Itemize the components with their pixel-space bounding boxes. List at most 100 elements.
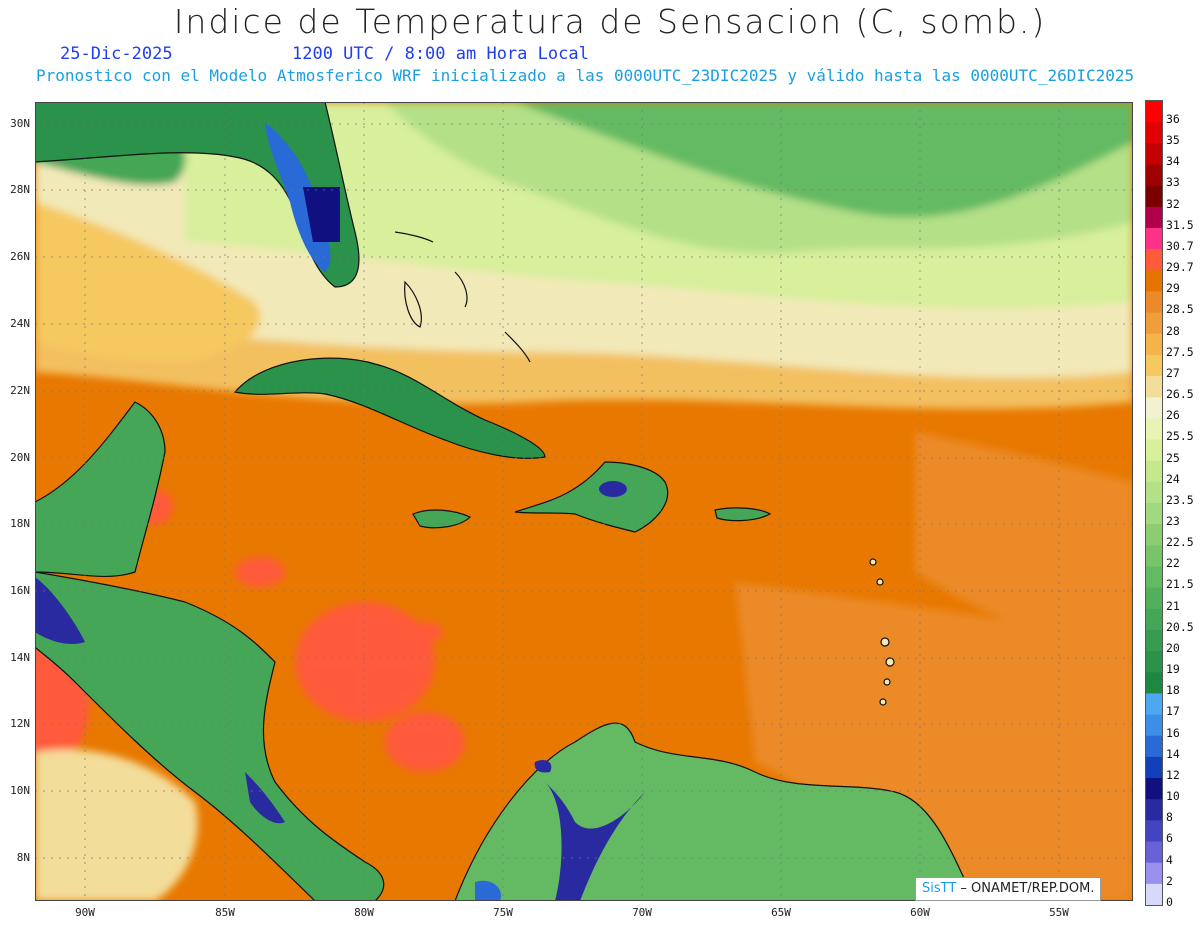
colorbar-swatch [1146,397,1162,419]
lat-label: 18N [10,517,30,530]
colorbar-label: 29 [1166,281,1180,296]
colorbar-swatch [1146,206,1162,229]
colorbar-swatch [1146,566,1162,589]
colorbar-swatch [1146,101,1162,123]
lon-label: 55W [1049,906,1069,919]
colorbar-swatch [1146,481,1162,504]
colorbar-swatch [1146,651,1162,673]
colorbar-swatch [1146,312,1162,335]
colorbar-swatch [1146,164,1162,187]
colorbar-label: 27.5 [1166,344,1194,359]
lat-label: 20N [10,451,30,464]
colorbar-swatch [1146,376,1162,398]
colorbar-swatch [1146,756,1162,779]
land-masses [35,102,976,901]
lat-label: 22N [10,384,30,397]
colorbar-swatch [1146,524,1162,546]
colorbar-swatch [1146,587,1162,610]
colorbar-swatch [1146,862,1162,885]
colorbar-swatch [1146,799,1162,821]
lat-label: 26N [10,250,30,263]
map-title: Indice de Temperatura de Sensacion (C, s… [173,2,1047,41]
colorbar-swatch [1146,185,1162,208]
colorbar-swatch [1146,693,1162,716]
colorbar-swatch [1146,672,1162,694]
lat-label: 24N [10,317,30,330]
jamaica [412,509,472,529]
colorbar-label: 33 [1166,175,1180,190]
colorbar-swatch [1146,820,1162,843]
colorbar-label: 2 [1166,873,1173,888]
colorbar-swatch [1146,122,1162,144]
lon-label: 60W [910,906,930,919]
graticule [35,102,1133,901]
colorbar-label: 26 [1166,408,1180,423]
lon-label: 90W [75,906,95,919]
colorbar-label: 34 [1166,154,1180,169]
lat-label: 12N [10,717,30,730]
colorbar-label: 18 [1166,683,1180,698]
colorbar-label: 8 [1166,810,1173,825]
central-america [35,571,385,901]
hispaniola [514,461,669,533]
colorbar-label: 31.5 [1166,217,1194,232]
colorbar-swatch [1146,883,1162,906]
colorbar-label: 24 [1166,471,1180,486]
colorbar-label: 20.5 [1166,619,1194,634]
colorbar-label: 20 [1166,640,1180,655]
colorbar-label: 25.5 [1166,429,1194,444]
lon-label: 65W [771,906,791,919]
colorbar-label: 22.5 [1166,535,1194,550]
colorbar-label: 35 [1166,133,1180,148]
colorbar-label: 28 [1166,323,1180,338]
model-info: Pronostico con el Modelo Atmosferico WRF… [36,66,1135,85]
lon-label: 85W [215,906,235,919]
colorbar-label: 10 [1166,789,1180,804]
cuba [233,357,546,459]
lon-label: 80W [354,906,374,919]
colorbar-label: 26.5 [1166,387,1194,402]
colorbar-label: 25 [1166,450,1180,465]
sistt-logo: SisTT [922,881,957,896]
colorbar-label: 4 [1166,852,1173,867]
colorbar-swatch [1146,418,1162,441]
colorbar-swatch [1146,227,1162,250]
colorbar-label: 32 [1166,196,1180,211]
lon-label: 70W [632,906,652,919]
colorbar-swatch [1146,545,1162,567]
colorbar-swatch [1146,503,1162,525]
colorbar-label: 30.7 [1166,238,1194,253]
puerto-rico [714,507,772,522]
lon-label: 75W [493,906,513,919]
forecast-time: 1200 UTC / 8:00 am Hora Local [292,44,589,64]
colorbar-label: 19 [1166,662,1180,677]
colorbar-swatch [1146,735,1162,758]
colorbar-swatch [1146,249,1162,271]
lat-label: 8N [16,851,30,864]
lat-label: 14N [10,651,30,664]
lat-label: 30N [10,117,30,130]
colorbar-label: 36 [1166,112,1180,126]
colorbar-label: 21 [1166,598,1180,613]
credit-text: – ONAMET/REP.DOM. [956,881,1095,896]
lat-label: 10N [10,784,30,797]
colorbar-label: 28.5 [1166,302,1194,317]
lat-label: 28N [10,183,30,196]
colorbar-swatch [1146,291,1162,314]
colorbar [1145,100,1163,906]
colorbar-swatch [1146,143,1162,165]
colorbar-label: 29.7 [1166,260,1194,275]
colorbar-swatch [1146,333,1162,356]
colorbar-swatch [1146,460,1162,483]
forecast-date: 25-Dic-2025 [60,44,173,64]
colorbar-label: 12 [1166,767,1180,782]
credit-box: SisTT – ONAMET/REP.DOM. [915,877,1102,901]
colorbar-label: 0 [1166,894,1173,909]
colorbar-label: 14 [1166,746,1180,761]
colorbar-label: 16 [1166,725,1180,740]
yucatan [35,401,166,578]
colorbar-swatch [1146,714,1162,737]
colorbar-label: 23.5 [1166,492,1194,507]
colorbar-swatch [1146,629,1162,652]
colorbar-swatch [1146,270,1162,292]
